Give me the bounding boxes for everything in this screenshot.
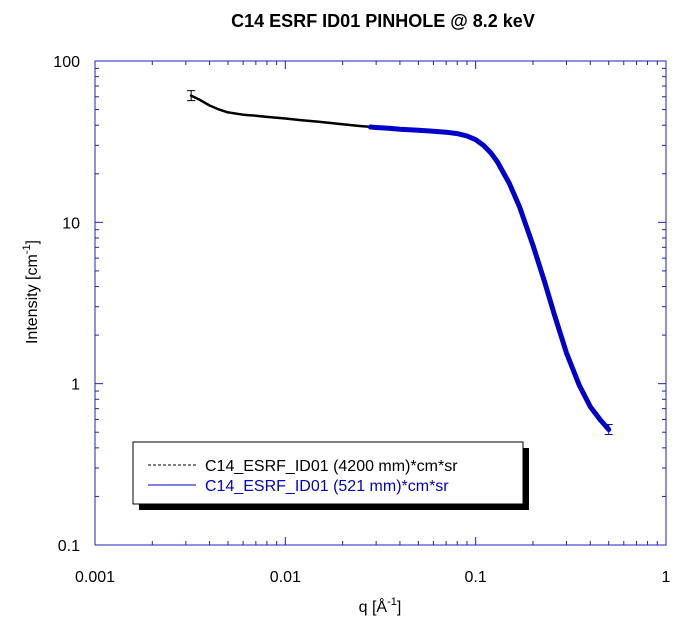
series-line-1 xyxy=(189,94,442,134)
x-tick-label: 1 xyxy=(662,569,671,586)
series-layer xyxy=(187,90,613,435)
legend: C14_ESRF_ID01 (4200 mm)*cm*sr C14_ESRF_I… xyxy=(132,441,529,510)
series-line-2 xyxy=(367,124,612,432)
y-axis-label-sup: -1 xyxy=(21,244,33,254)
y-tick-label: 10 xyxy=(62,215,80,232)
x-tick-label: 0.1 xyxy=(465,569,487,586)
y-axis-label: Intensity [cm-1] xyxy=(21,240,41,344)
x-tick-label: 0.001 xyxy=(75,569,115,586)
y-tick-label: 1 xyxy=(71,377,80,394)
legend-label-series-2: C14_ESRF_ID01 (521 mm)*cm*sr xyxy=(205,478,449,495)
x-axis-label-sup: -1 xyxy=(387,596,397,608)
legend-label-series-1: C14_ESRF_ID01 (4200 mm)*cm*sr xyxy=(205,458,458,475)
axis-ticks xyxy=(94,60,667,546)
axis-tick-labels: 0.001 0.01 0.1 1 0.1 1 10 100 xyxy=(53,54,670,586)
legend-box xyxy=(132,441,524,505)
x-axis-label: q [Å-1] xyxy=(359,596,402,616)
y-axis-label-end: ] xyxy=(24,240,41,244)
y-tick-label: 0.1 xyxy=(58,538,80,555)
plot-frame xyxy=(94,60,667,546)
x-axis-label-end: ] xyxy=(397,599,401,616)
x-axis-label-main: q [Å xyxy=(359,597,388,616)
y-tick-label: 100 xyxy=(53,54,80,71)
y-axis-label-main: Intensity [cm xyxy=(24,254,41,344)
chart-title: C14 ESRF ID01 PINHOLE @ 8.2 keV xyxy=(231,11,535,31)
x-tick-label: 0.01 xyxy=(270,569,301,586)
